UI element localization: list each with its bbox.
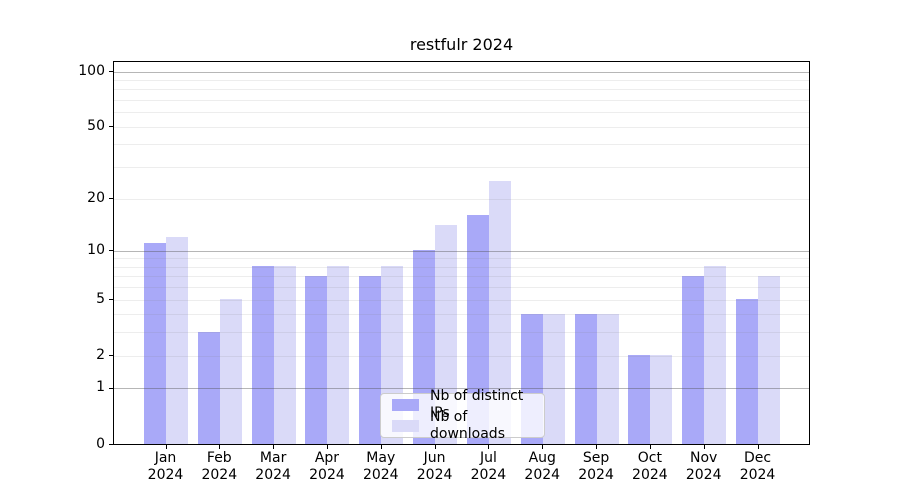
x-tick-oct [649,445,651,449]
bar-downloads-jan [166,236,188,444]
y-tick-label-5: 5 [96,290,105,307]
x-tick-label-apr: Apr 2024 [309,450,345,483]
legend-item-distinct-ips: Nb of distinct IPs [392,388,544,421]
y-tick-100 [109,71,113,73]
bar-downloads-feb [219,299,242,444]
x-tick-may [380,445,382,449]
gridline-minor-40 [114,144,809,146]
gridline-minor-30 [114,167,809,169]
gridline-minor-60 [114,112,809,114]
x-tick-apr [326,445,328,449]
gridline-minor-4 [114,314,809,316]
bar-distinct-ips-jul [466,215,489,444]
x-tick-label-sep: Sep 2024 [578,450,614,483]
gridline-major-1 [114,388,809,390]
gridline-minor-5 [114,299,809,301]
gridline-minor-9 [114,258,809,260]
y-tick-0 [109,444,113,445]
legend-label-distinct-ips: Nb of distinct IPs [430,388,524,421]
gridline-major-100 [114,71,809,73]
plot-area [113,61,810,445]
x-tick-aug [542,445,544,449]
bar-downloads-apr [327,266,350,444]
x-tick-jan [165,445,167,449]
x-tick-label-nov: Nov 2024 [685,450,722,483]
bar-downloads-jul [488,180,511,444]
gridline-minor-20 [114,198,809,200]
x-tick-label-jul: Jul 2024 [470,450,507,483]
bar-downloads-dec [758,275,781,444]
gridline-minor-50 [114,126,809,128]
x-tick-feb [219,445,221,449]
legend-swatch-downloads [392,420,419,432]
gridline-minor-8 [114,266,809,268]
y-tick-label-10: 10 [87,241,105,258]
y-tick-label-2: 2 [96,346,105,363]
x-tick-label-mar: Mar 2024 [255,450,291,483]
y-tick-1 [109,387,113,389]
bar-distinct-ips-jan [144,243,166,444]
y-tick-20 [109,198,113,199]
x-tick-label-aug: Aug 2024 [524,450,561,483]
gridline-minor-90 [114,80,809,82]
x-tick-dec [757,445,759,449]
bar-downloads-sep [596,313,619,444]
bar-distinct-ips-apr [305,275,328,444]
gridline-minor-70 [114,100,809,102]
legend-item-downloads: Nb of downloads [392,409,544,442]
y-tick-label-1: 1 [96,379,105,396]
y-tick-10 [109,250,113,252]
chart-title: restfulr 2024 [409,35,514,54]
x-tick-nov [703,445,705,449]
bar-distinct-ips-feb [197,332,220,444]
gridline-minor-80 [114,89,809,91]
bar-downloads-oct [650,355,673,444]
y-tick-label-0: 0 [96,435,105,452]
y-tick-label-20: 20 [87,189,105,206]
x-tick-label-jan: Jan 2024 [147,450,184,483]
legend: Nb of distinct IPs Nb of downloads [380,388,545,442]
bar-distinct-ips-oct [628,355,651,444]
x-tick-jun [434,445,436,449]
x-tick-label-feb: Feb 2024 [201,450,238,483]
gridline-minor-2 [114,355,809,357]
gridline-minor-7 [114,276,809,278]
bar-downloads-aug [542,313,565,444]
x-tick-sep [596,445,598,449]
bar-downloads-mar [273,266,296,444]
gridline-minor-6 [114,287,809,289]
bar-distinct-ips-dec [736,299,759,444]
x-tick-jul [488,445,490,449]
x-tick-label-may: May 2024 [362,450,399,483]
y-tick-5 [109,299,113,301]
legend-swatch-distinct-ips [392,399,419,411]
x-tick-label-dec: Dec 2024 [739,450,776,483]
bar-distinct-ips-mar [251,266,274,444]
bar-distinct-ips-may [359,275,382,444]
gridline-minor-3 [114,332,809,334]
bar-distinct-ips-sep [574,313,597,444]
x-tick-mar [273,445,275,449]
y-tick-2 [109,355,113,357]
y-tick-label-50: 50 [87,117,105,134]
y-tick-50 [109,126,113,128]
gridline-major-10 [114,250,809,252]
x-tick-label-oct: Oct 2024 [632,450,668,483]
x-tick-label-jun: Jun 2024 [416,450,453,483]
legend-label-downloads: Nb of downloads [430,409,505,442]
bar-downloads-nov [704,266,727,444]
bar-distinct-ips-nov [682,275,705,444]
bar-downloads-jun [435,225,458,444]
y-tick-label-100: 100 [78,62,105,79]
